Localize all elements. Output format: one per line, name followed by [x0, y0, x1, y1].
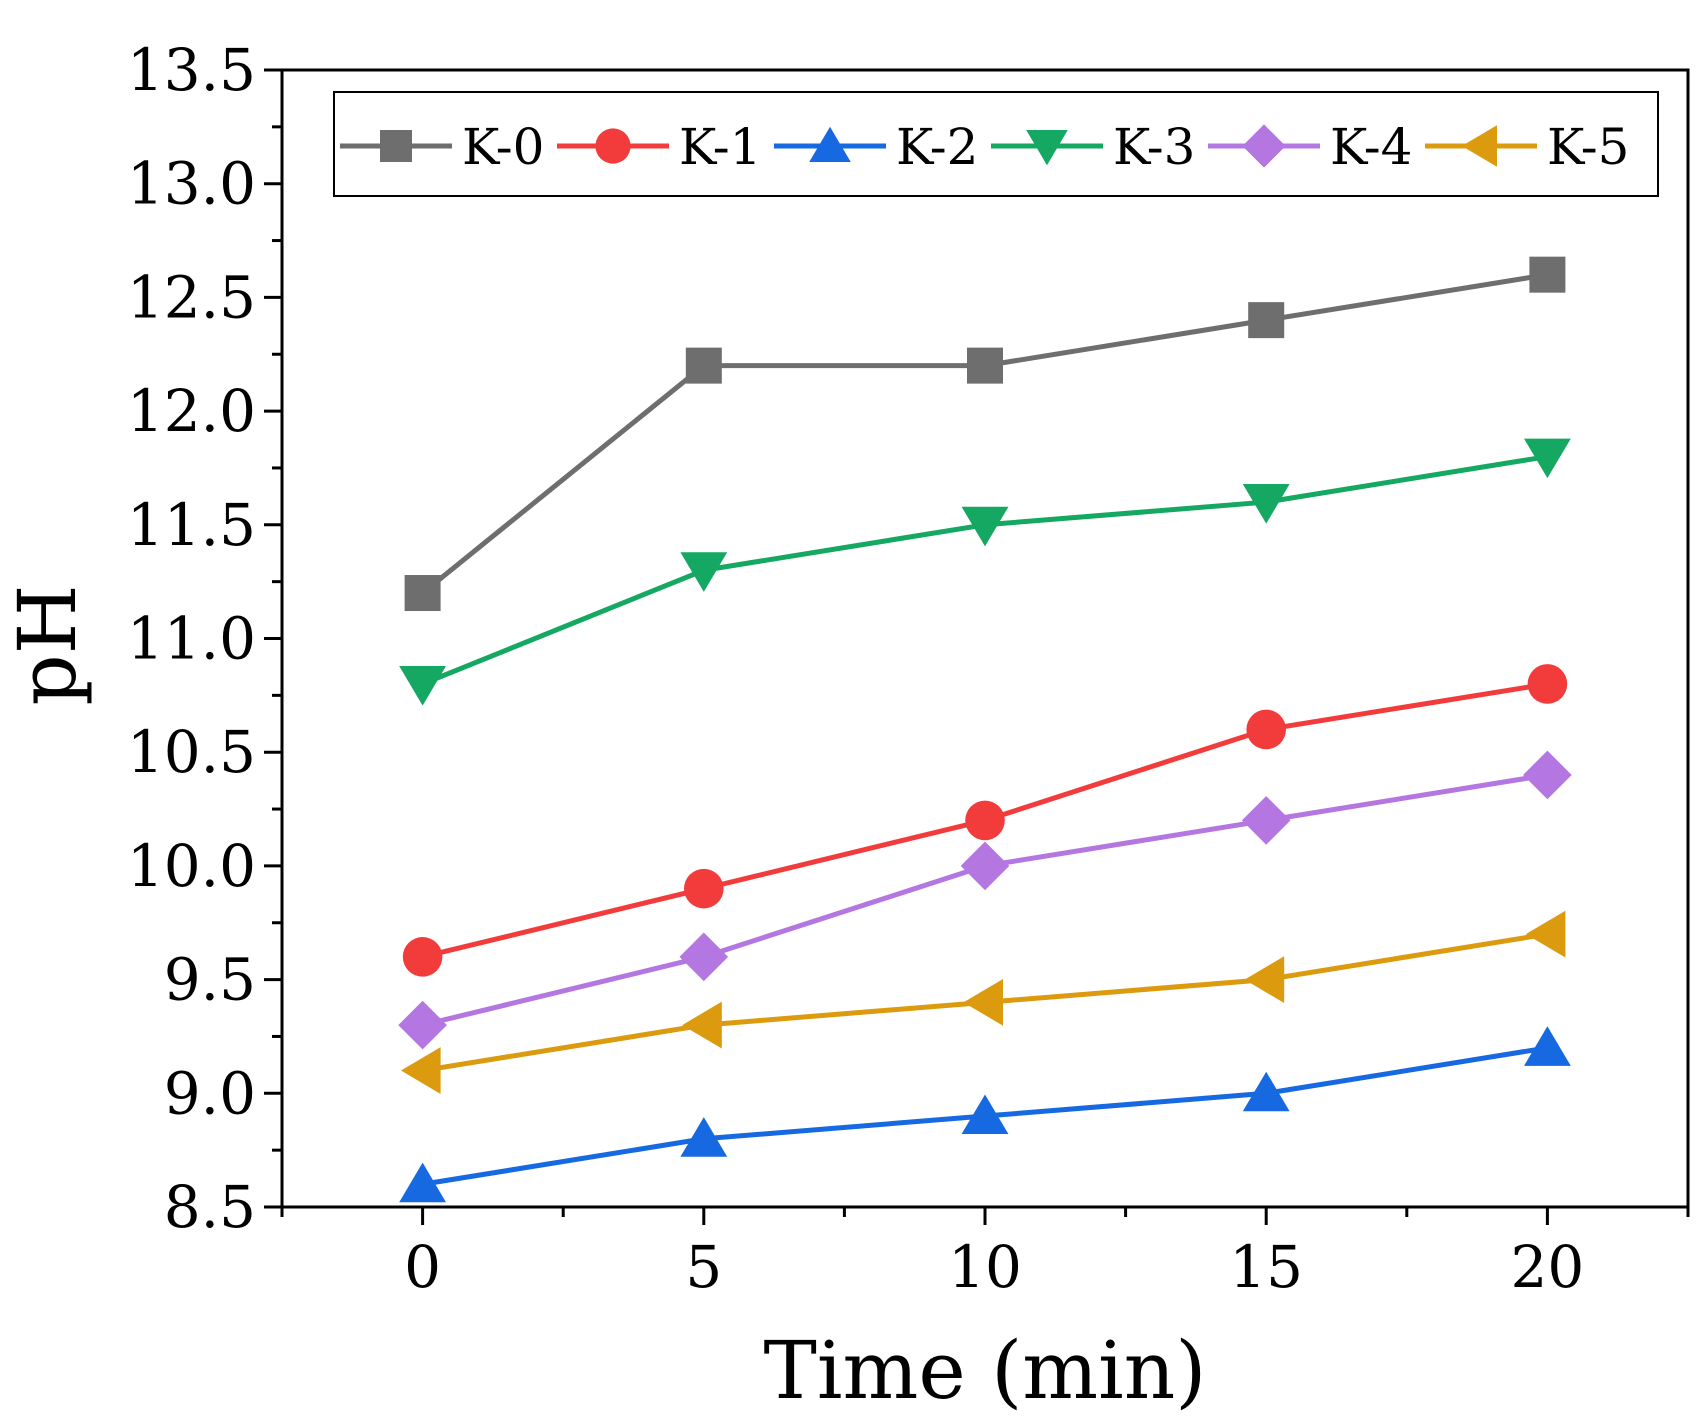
series-k-2 [399, 1026, 1571, 1203]
series-k-3 [399, 438, 1571, 706]
data-point-k-2 [680, 1117, 728, 1157]
data-point-k-4 [960, 841, 1010, 891]
data-point-k-4 [679, 932, 729, 982]
data-point-k-2 [1242, 1071, 1290, 1112]
y-axis-title: pH [1, 585, 94, 706]
data-point-k-1 [965, 800, 1005, 841]
data-point-k-3 [1242, 484, 1290, 524]
legend-entry-k-0: K-0 [340, 118, 544, 176]
series-line-k-3 [421, 454, 1548, 687]
x-tick-label: 15 [1229, 1233, 1303, 1301]
legend-entry-k-4: K-4 [1208, 118, 1412, 176]
data-point-k-4 [1241, 796, 1291, 845]
data-point-k-2 [399, 1162, 446, 1203]
plot-frame [280, 68, 1690, 1209]
data-point-k-1 [1246, 709, 1286, 750]
data-point-k-2 [1524, 1026, 1571, 1066]
data-point-k-0 [685, 347, 722, 384]
data-point-k-3 [961, 506, 1009, 547]
data-point-k-5 [1525, 910, 1566, 958]
legend-entry-k-5: K-5 [1425, 118, 1629, 176]
x-tick-label: 0 [404, 1233, 441, 1301]
legend-marker-k-2 [809, 126, 851, 162]
y-tick-label: 9.0 [164, 1059, 256, 1127]
series-layer [398, 256, 1572, 1203]
legend-label-k-5: K-5 [1547, 118, 1629, 176]
data-point-k-3 [399, 665, 446, 706]
y-tick-label: 11.0 [127, 605, 256, 673]
legend-label-k-4: K-4 [1330, 118, 1412, 176]
y-tick-label: 9.5 [164, 946, 256, 1014]
legend-label-k-0: K-0 [462, 118, 544, 176]
legend-label-k-1: K-1 [679, 118, 761, 176]
y-tick-label: 10.5 [127, 718, 256, 786]
data-point-k-5 [401, 1047, 441, 1094]
series-k-0 [404, 256, 1566, 612]
x-tick-label: 10 [948, 1233, 1022, 1301]
y-tick-label: 12.0 [127, 377, 256, 445]
legend: K-0 K-1 K-2 K-3 K-4 K-5 [333, 91, 1659, 197]
x-tick-label: 20 [1510, 1233, 1584, 1301]
data-point-k-1 [402, 937, 443, 977]
y-tick-label: 10.0 [127, 832, 256, 900]
data-point-k-1 [684, 868, 724, 909]
legend-marker-k-3 [1026, 130, 1068, 166]
legend-entry-k-2: K-2 [774, 118, 978, 176]
legend-entry-k-1: K-1 [557, 118, 761, 176]
legend-marker-k-0 [380, 130, 412, 162]
y-tick-label: 12.5 [127, 263, 256, 331]
y-tick-label: 13.5 [127, 36, 256, 104]
data-point-k-0 [967, 347, 1003, 384]
data-point-k-0 [404, 575, 441, 612]
legend-marker-k-1 [595, 128, 631, 164]
series-k-1 [402, 664, 1568, 977]
series-k-4 [398, 750, 1572, 1050]
y-tick-label: 13.0 [127, 150, 256, 218]
legend-label-k-3: K-3 [1113, 118, 1195, 176]
data-point-k-4 [398, 1000, 447, 1050]
data-point-k-0 [1248, 302, 1285, 339]
data-point-k-3 [680, 552, 728, 592]
legend-marker-k-5 [1461, 125, 1497, 167]
data-point-k-2 [961, 1094, 1009, 1135]
x-tick-label: 5 [685, 1233, 722, 1301]
data-point-k-0 [1529, 256, 1566, 293]
data-point-k-5 [963, 978, 1003, 1026]
y-tick-label: 8.5 [164, 1173, 256, 1241]
data-point-k-1 [1527, 664, 1568, 704]
legend-marker-k-4 [1242, 124, 1286, 168]
series-k-5 [401, 910, 1566, 1094]
data-point-k-4 [1523, 750, 1572, 800]
data-point-k-5 [1244, 956, 1285, 1003]
legend-entry-k-3: K-3 [991, 118, 1195, 176]
data-point-k-3 [1524, 438, 1571, 479]
data-point-k-5 [682, 1001, 722, 1049]
x-axis-title: Time (min) [764, 1324, 1207, 1417]
legend-label-k-2: K-2 [896, 118, 978, 176]
axes: 8.5 9.0 9.5 10.0 10.5 11.0 11.5 12.0 12.5 13.0 13.… [127, 36, 1690, 1301]
y-tick-label: 11.5 [127, 491, 256, 559]
